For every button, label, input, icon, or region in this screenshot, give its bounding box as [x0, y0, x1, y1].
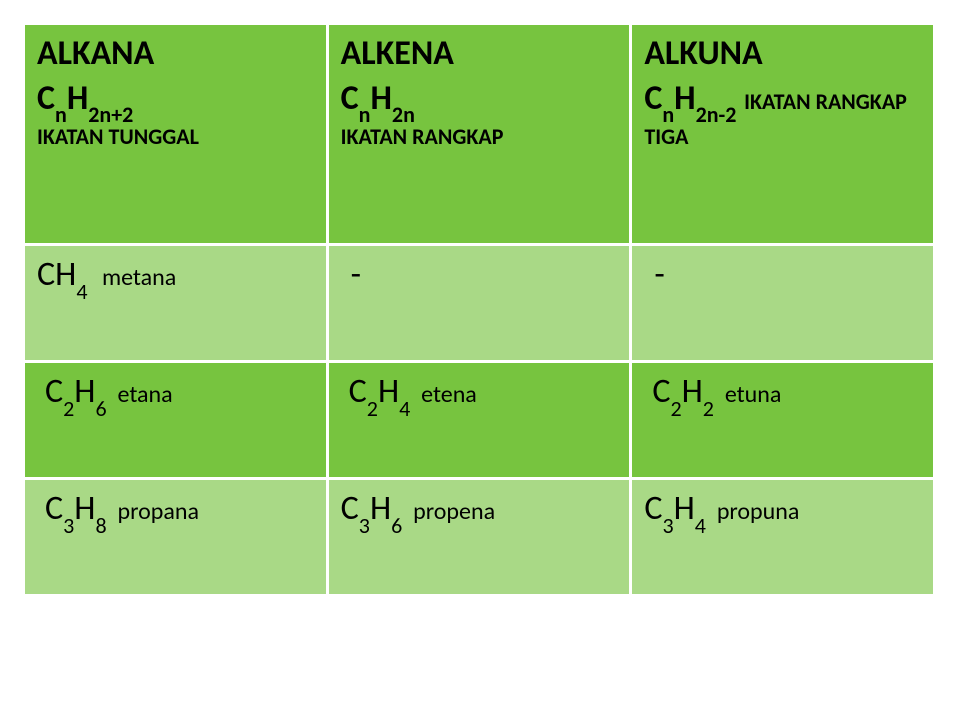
cell-empty: - — [329, 246, 630, 360]
header-alkana: ALKANA CnH2n+2 IKATAN TUNGGAL — [25, 25, 326, 243]
formula-alkana: CnH2n+2 — [37, 78, 133, 119]
header-alkena: ALKENA CnH2n IKATAN RANGKAP — [329, 25, 630, 243]
title-alkana: ALKANA — [37, 33, 314, 76]
table-row: C3H8 propana C3H6 propena C3H4 propuna — [25, 480, 933, 594]
title-alkuna: ALKUNA — [644, 33, 921, 76]
cell-empty: - — [632, 246, 933, 360]
cell-c3h6: C3H6 propena — [329, 480, 630, 594]
table-header-row: ALKANA CnH2n+2 IKATAN TUNGGAL ALKENA CnH… — [25, 25, 933, 243]
cell-c2h6: C2H6 etana — [25, 363, 326, 477]
title-alkena: ALKENA — [341, 33, 618, 76]
formula-alkena: CnH2n — [341, 78, 415, 119]
cell-c3h4: C3H4 propuna — [632, 480, 933, 594]
table-row: CH4 metana - - — [25, 246, 933, 360]
formula-alkuna: CnH2n-2 — [644, 78, 744, 119]
cell-c2h4: C2H4 etena — [329, 363, 630, 477]
header-alkuna: ALKUNA CnH2n-2 IKATAN RANGKAP TIGA — [632, 25, 933, 243]
table-row: C2H6 etana C2H4 etena C2H2 etuna — [25, 363, 933, 477]
cell-c3h8: C3H8 propana — [25, 480, 326, 594]
cell-c2h2: C2H2 etuna — [632, 363, 933, 477]
hydrocarbon-table: ALKANA CnH2n+2 IKATAN TUNGGAL ALKENA CnH… — [22, 22, 936, 597]
cell-ch4: CH4 metana — [25, 246, 326, 360]
